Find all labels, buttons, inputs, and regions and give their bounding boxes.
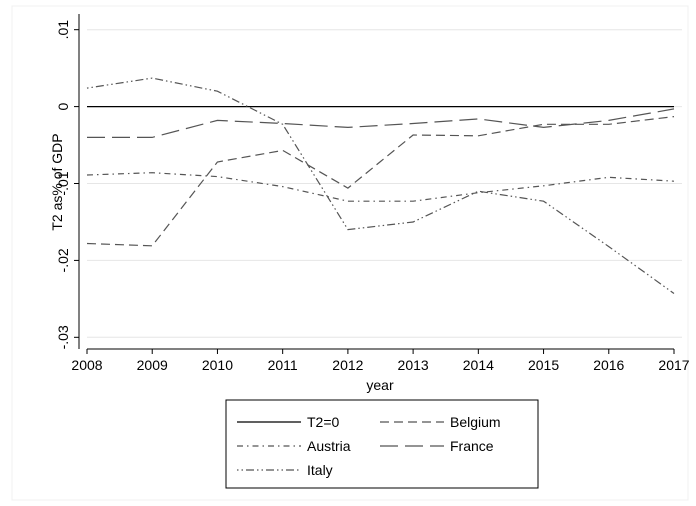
y-tick-label: -.02 <box>55 248 71 272</box>
legend-box <box>225 399 539 489</box>
x-tick-label: 2014 <box>463 357 494 373</box>
x-tick-label: 2012 <box>332 357 363 373</box>
x-tick-label: 2015 <box>528 357 559 373</box>
x-tick-label: 2010 <box>202 357 233 373</box>
x-tick-label: 2013 <box>398 357 429 373</box>
legend-label: France <box>450 438 494 454</box>
x-axis-title: year <box>366 377 394 393</box>
legend-label: Belgium <box>450 414 501 430</box>
x-tick-label: 2009 <box>137 357 168 373</box>
x-tick-label: 2017 <box>658 357 689 373</box>
series-line-france <box>87 108 675 138</box>
legend: T2=0 Belgium Austria France Italy <box>225 399 539 489</box>
y-axis-title: T2 as% of GDP <box>49 133 65 230</box>
legend-label: Italy <box>307 462 333 478</box>
y-tick-label: .01 <box>55 20 71 40</box>
x-tick-label: 2011 <box>268 357 298 373</box>
y-tick-label: -.03 <box>55 325 71 349</box>
series-line-italy <box>86 77 675 294</box>
x-tick-label: 2008 <box>71 357 102 373</box>
series-line-austria <box>86 172 675 202</box>
axes <box>74 14 675 354</box>
series-lines <box>86 77 675 294</box>
y-tick-label: 0 <box>55 102 71 110</box>
legend-label: T2=0 <box>307 414 340 430</box>
x-tick-label: 2016 <box>593 357 624 373</box>
y-tick-label: -.01 <box>55 171 71 195</box>
legend-label: Austria <box>307 438 351 454</box>
